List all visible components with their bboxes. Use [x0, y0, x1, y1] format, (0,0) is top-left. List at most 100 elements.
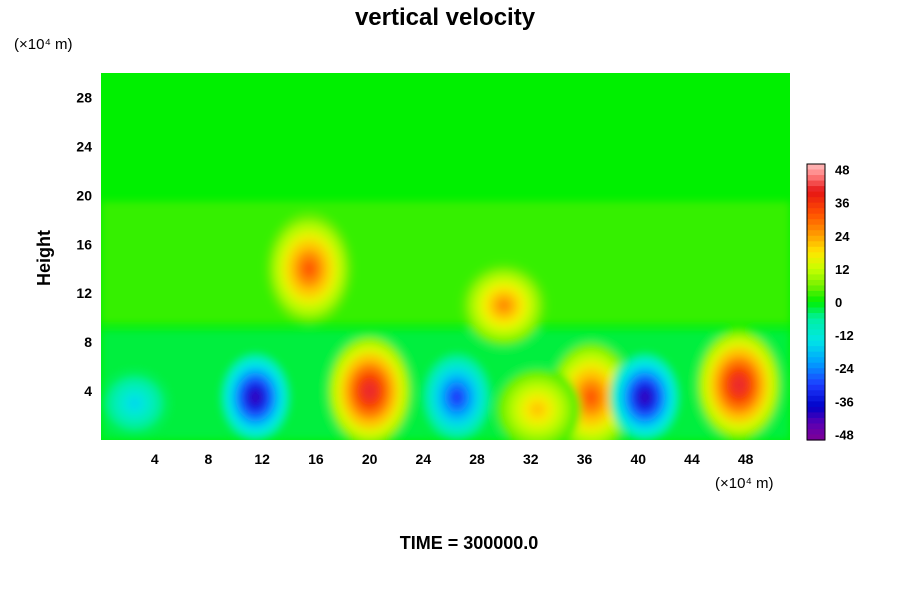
- x-tick-label: 16: [308, 451, 324, 467]
- colorbar-swatch: [807, 235, 825, 242]
- colorbar-swatch: [807, 263, 825, 270]
- colorbar-swatch: [807, 164, 825, 171]
- turbulent-layer: [101, 201, 790, 324]
- colorbar-swatch: [807, 346, 825, 353]
- colorbar-swatch: [807, 417, 825, 425]
- colorbar-tick-label: -36: [835, 394, 854, 409]
- colorbar-swatch: [807, 202, 825, 209]
- colorbar-swatch: [807, 219, 825, 226]
- colorbar-swatch: [807, 401, 825, 408]
- colorbar-swatch: [807, 208, 825, 215]
- colorbar-tick-label: -48: [835, 427, 854, 442]
- x-tick-label: 44: [684, 451, 700, 467]
- colorbar-swatch: [807, 324, 825, 331]
- colorbar-swatch: [807, 406, 825, 413]
- colorbar-swatch: [807, 246, 825, 253]
- colorbar: 48 36 24 12 0 -12 -24 -36 -48: [806, 163, 855, 442]
- colorbar-swatch: [807, 169, 825, 176]
- colorbar-swatch: [807, 428, 825, 436]
- colorbar-swatch: [807, 175, 825, 182]
- colorbar-tick-label: 48: [835, 163, 849, 178]
- y-tick-label: 16: [76, 236, 92, 252]
- chart-title: vertical velocity: [355, 4, 536, 31]
- colorbar-swatch: [807, 241, 825, 248]
- updraft-cell: [266, 212, 353, 326]
- x-axis-ticks: 4 8 12 16 20 24 28 32 36 40 44 48: [151, 451, 754, 467]
- colorbar-swatch: [807, 379, 825, 386]
- velocity-field: [101, 201, 790, 440]
- x-tick-label: 4: [151, 451, 159, 467]
- x-tick-label: 24: [416, 451, 432, 467]
- downdraft-cell: [422, 353, 492, 440]
- colorbar-swatch: [807, 302, 825, 309]
- colorbar-frame: [806, 163, 826, 441]
- x-tick-label: 36: [577, 451, 593, 467]
- updraft-cell: [326, 334, 413, 440]
- colorbar-tick-label: 24: [835, 229, 850, 244]
- colorbar-swatch: [807, 368, 825, 375]
- colorbar-swatch: [807, 423, 825, 430]
- x-tick-label: 28: [469, 451, 485, 467]
- colorbar-swatch: [807, 318, 825, 325]
- x-tick-label: 20: [362, 451, 378, 467]
- colorbar-swatch: [807, 252, 825, 259]
- colorbar-swatch: [807, 224, 825, 231]
- y-tick-label: 4: [84, 383, 92, 399]
- updraft-cell: [494, 367, 581, 440]
- colorbar-tick-label: 12: [835, 262, 849, 277]
- colorbar-tick-label: -12: [835, 328, 854, 343]
- colorbar-tick-label: 36: [835, 196, 849, 211]
- x-tick-label: 40: [630, 451, 646, 467]
- x-axis-unit: (×10⁴ m): [715, 475, 774, 492]
- x-tick-label: 8: [205, 451, 213, 467]
- downdraft-cell: [610, 353, 680, 440]
- time-label: TIME = 300000.0: [400, 533, 539, 553]
- colorbar-swatch: [807, 357, 825, 364]
- colorbar-swatch: [807, 390, 825, 397]
- colorbar-tick-label: 0: [835, 295, 842, 310]
- x-tick-label: 12: [254, 451, 270, 467]
- colorbar-swatch: [807, 329, 825, 336]
- x-tick-label: 32: [523, 451, 539, 467]
- colorbar-swatch: [807, 434, 825, 441]
- y-tick-label: 24: [76, 138, 92, 154]
- colorbar-swatch: [807, 307, 825, 314]
- colorbar-swatch: [807, 351, 825, 358]
- y-axis-unit: (×10⁴ m): [14, 36, 73, 53]
- colorbar-swatch: [807, 197, 825, 204]
- colorbar-swatch: [807, 279, 825, 287]
- updraft-cell: [460, 263, 547, 348]
- colorbar-swatch: [807, 373, 825, 380]
- updraft-cell: [695, 328, 782, 440]
- plot-area: [101, 73, 790, 440]
- colorbar-swatch: [807, 213, 825, 220]
- x-tick-label: 48: [738, 451, 754, 467]
- colorbar-swatch: [807, 191, 825, 198]
- colorbar-swatch: [807, 230, 825, 237]
- colorbar-swatch: [807, 257, 825, 264]
- colorbar-swatch: [807, 186, 825, 193]
- colorbar-swatch: [807, 285, 825, 292]
- colorbar-swatch: [807, 340, 825, 347]
- colorbar-swatch: [807, 412, 825, 419]
- y-axis-label: Height: [34, 230, 54, 286]
- colorbar-swatch: [807, 395, 825, 402]
- colorbar-tick-label: -24: [835, 361, 855, 376]
- y-tick-label: 20: [76, 187, 92, 203]
- colorbar-swatch: [807, 296, 825, 303]
- colorbar-swatch: [807, 180, 825, 187]
- downdraft-cell: [101, 370, 170, 437]
- y-tick-label: 12: [76, 285, 92, 301]
- downdraft-cell: [220, 353, 291, 440]
- y-tick-label: 28: [76, 89, 92, 105]
- colorbar-swatch: [807, 268, 825, 275]
- colorbar-swatch: [807, 290, 825, 298]
- colorbar-swatch: [807, 274, 825, 281]
- colorbar-swatch: [807, 313, 825, 320]
- y-tick-label: 8: [84, 334, 92, 350]
- colorbar-swatch: [807, 362, 825, 369]
- y-axis-ticks: 4 8 12 16 20 24 28: [76, 89, 92, 399]
- colorbar-swatch: [807, 335, 825, 342]
- colorbar-swatch: [807, 384, 825, 391]
